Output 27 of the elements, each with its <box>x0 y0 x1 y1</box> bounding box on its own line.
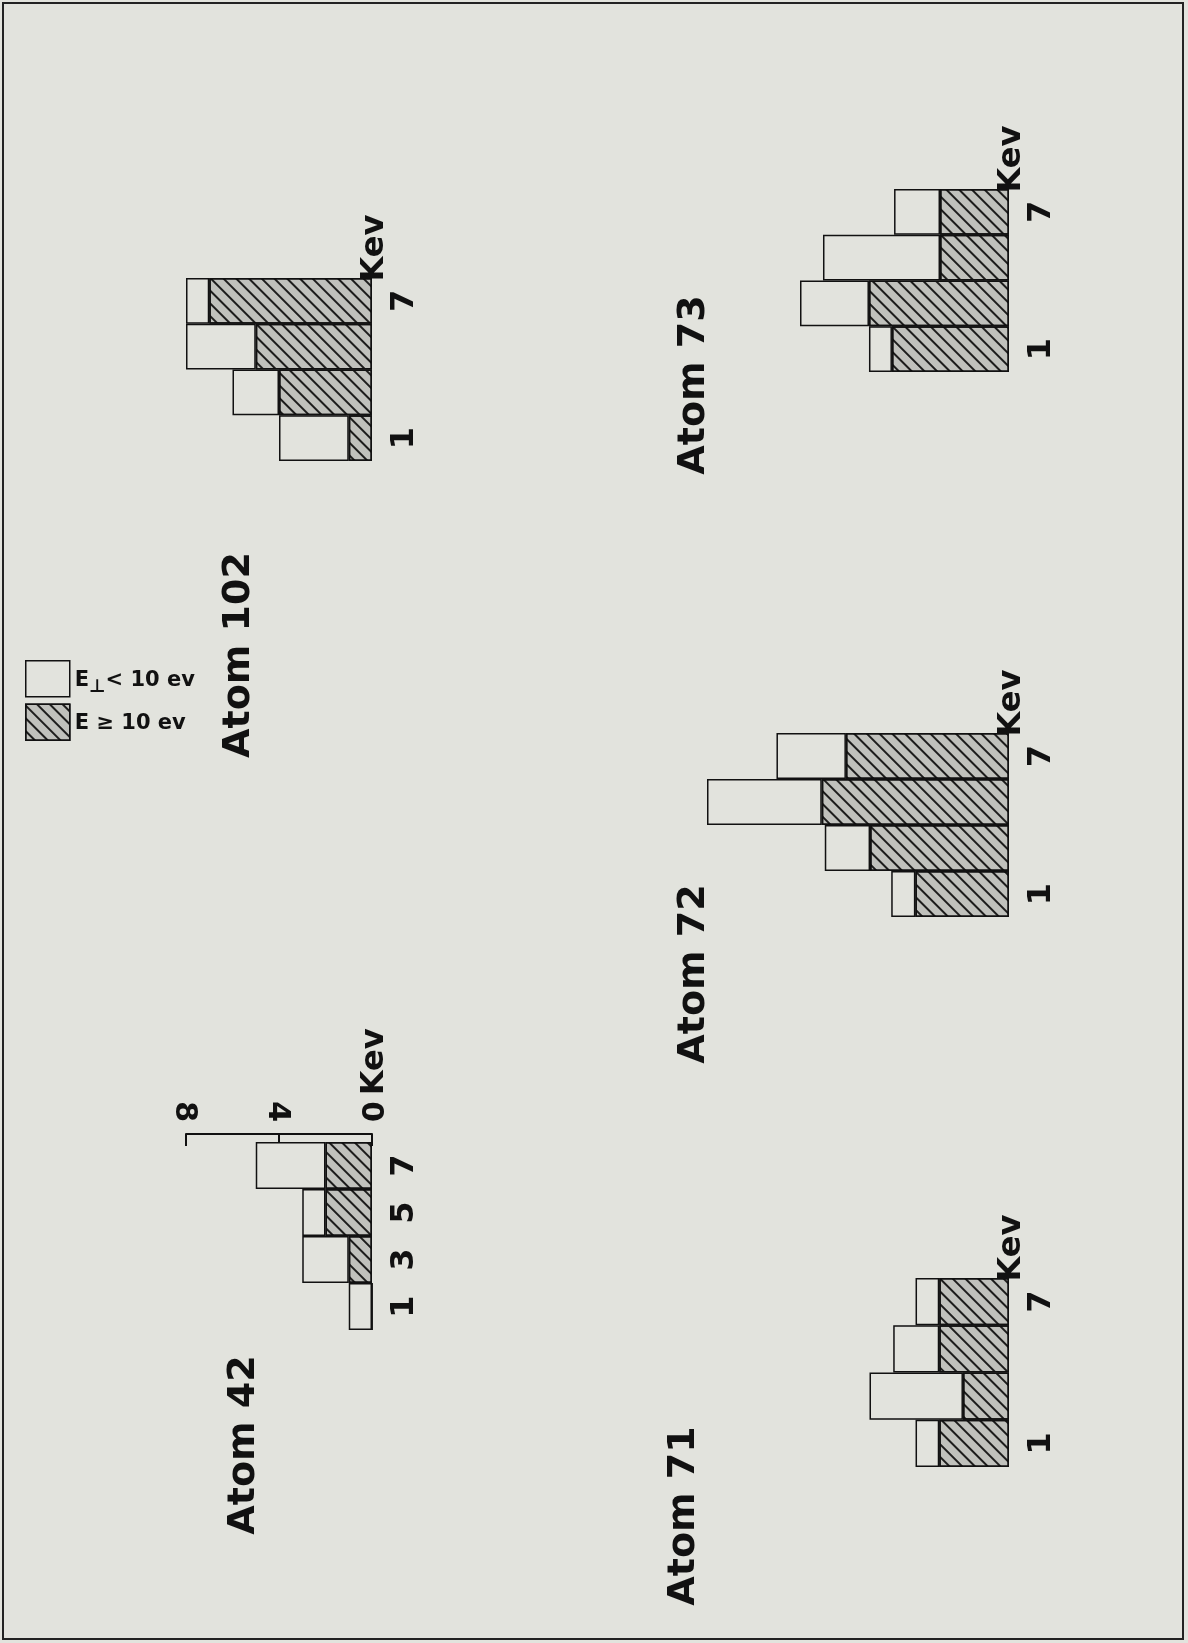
text: Atom 73 <box>669 295 713 475</box>
y-tick-label: 1 <box>1020 1432 1058 1455</box>
y-tick-label: 7 <box>1020 1290 1058 1313</box>
text: Atom 72 <box>669 884 713 1064</box>
x-tick-label: 8 <box>168 1101 204 1122</box>
y-axis-title: Kev <box>353 1028 391 1096</box>
y-axis-title: Kev <box>990 669 1028 737</box>
y-tick-label: 7 <box>383 1154 421 1177</box>
y-tick-label: 3 <box>383 1248 421 1271</box>
legend-label: E⊥< 10 ev <box>74 666 196 697</box>
y-tick-label: 1 <box>1020 882 1058 906</box>
y-axis-title: Kev <box>990 125 1028 193</box>
x-tick-label: 0 <box>354 1101 390 1122</box>
y-tick-label: 1 <box>383 426 421 450</box>
text: Atom 71 <box>659 1426 703 1606</box>
text: Atom 102 <box>214 552 258 758</box>
legend-label: E ≥ 10 ev <box>74 710 187 735</box>
y-tick-label: 7 <box>1020 200 1058 224</box>
y-tick-label: 5 <box>383 1201 421 1224</box>
y-tick-label: 7 <box>1020 744 1058 768</box>
y-tick-label: 1 <box>383 1295 421 1318</box>
x-tick-label: 4 <box>261 1101 297 1122</box>
y-axis-title: Kev <box>990 1214 1028 1282</box>
y-tick-label: 1 <box>1020 337 1058 361</box>
text: Atom 42 <box>219 1355 263 1535</box>
y-tick-label: 7 <box>383 289 421 313</box>
y-axis-title: Kev <box>353 214 391 282</box>
